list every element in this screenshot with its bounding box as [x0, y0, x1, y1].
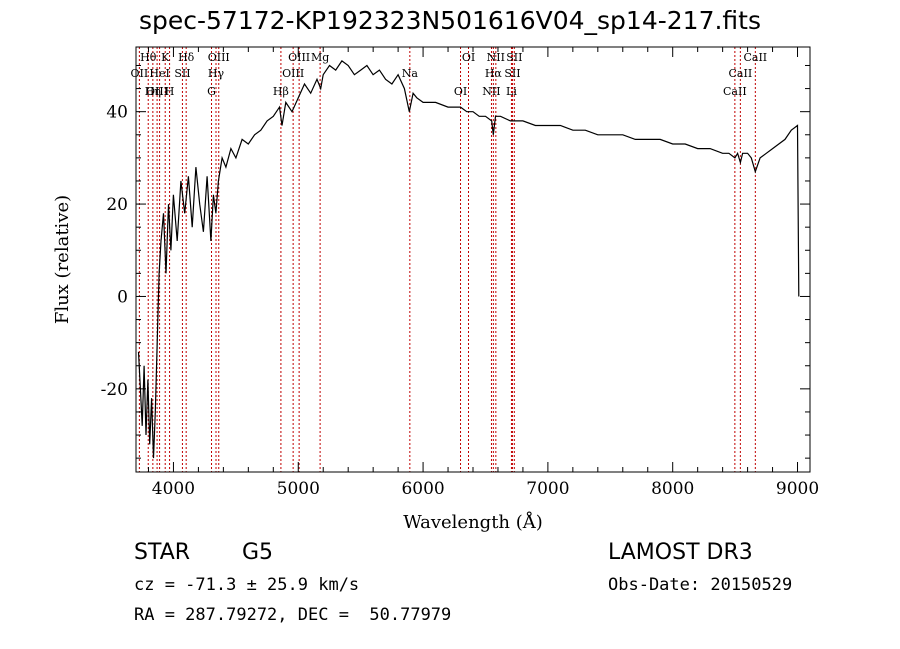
x-tick-label: 5000 — [277, 479, 320, 499]
x-axis-label: Wavelength (Å) — [403, 511, 543, 533]
y-tick-label: 20 — [106, 195, 128, 215]
y-axis-label: Flux (relative) — [52, 195, 73, 324]
x-tick-label: 9000 — [776, 479, 819, 499]
y-tick-label: 0 — [117, 287, 128, 307]
line-label: Hα — [485, 67, 503, 80]
line-label: HeI — [149, 67, 169, 80]
x-tick-label: 7000 — [526, 479, 569, 499]
line-label: K — [161, 51, 170, 64]
line-label: OIII — [146, 85, 168, 98]
line-label: OIII — [282, 67, 304, 80]
line-label: Hη — [145, 85, 161, 98]
y-tick-label: -20 — [101, 380, 128, 400]
x-tick-label: 8000 — [651, 479, 694, 499]
coordinates: RA = 287.79272, DEC = 50.77979 — [134, 605, 452, 625]
line-label: Mg — [311, 51, 329, 64]
line-label: Hγ — [208, 67, 225, 80]
spectrum-series — [137, 60, 800, 459]
object-subclass: G5 — [242, 540, 274, 565]
line-label: NII — [487, 51, 505, 64]
line-label: Li — [506, 85, 517, 98]
line-label: SII — [506, 51, 522, 64]
line-label: OI — [462, 51, 475, 64]
line-label: NII — [482, 85, 500, 98]
line-label: Hβ — [273, 85, 289, 98]
line-label: Hδ — [178, 51, 195, 64]
line-label: CaII — [729, 67, 753, 80]
line-label: OIII — [208, 51, 230, 64]
obs-date: Obs-Date: 20150529 — [608, 575, 793, 595]
y-tick-label: 40 — [106, 103, 128, 123]
survey-label: LAMOST DR3 — [608, 540, 753, 565]
object-class: STAR — [134, 540, 191, 565]
x-tick-label: 6000 — [401, 479, 444, 499]
axes: 4000 5000 6000 7000 8000 9000 -20 0 20 40 Waveleng… — [52, 46, 819, 533]
line-label: CaII — [723, 85, 747, 98]
line-label: G — [207, 85, 216, 98]
redshift-cz: cz = -71.3 ± 25.9 km/s — [134, 575, 360, 595]
line-labels: HθOIIOIIIKHeIHηHδSIIHOIIIHγGOIIIOIIIHβMg… — [131, 51, 768, 98]
x-tick-label: 4000 — [152, 479, 195, 499]
line-label: OIII — [288, 51, 310, 64]
line-label: SII — [174, 67, 190, 80]
line-label: Hθ — [140, 51, 157, 64]
line-label: Na — [402, 67, 419, 80]
line-label: OI — [454, 85, 467, 98]
line-label: OII — [131, 67, 149, 80]
line-label: SII — [504, 67, 520, 80]
chart-title: spec-57172-KP192323N501616V04_sp14-217.f… — [138, 6, 761, 35]
spectrum-line — [137, 60, 800, 459]
line-label: H — [165, 85, 175, 98]
emission-line-markers — [138, 47, 756, 472]
plot-frame — [135, 46, 811, 473]
line-label: CaII — [743, 51, 767, 64]
